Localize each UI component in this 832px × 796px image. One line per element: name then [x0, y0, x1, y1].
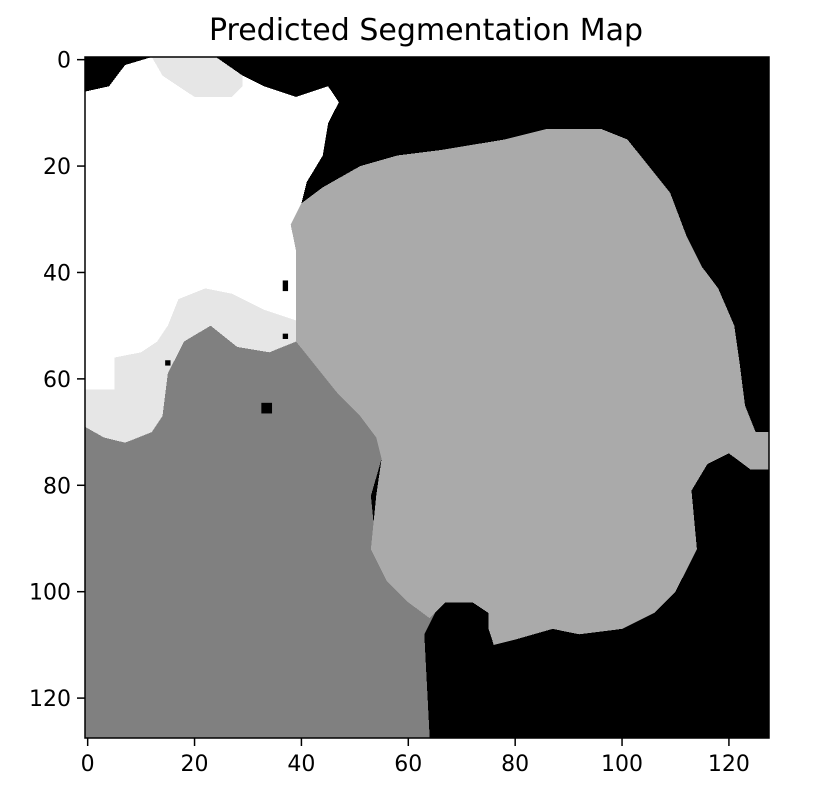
y-tick-label-60: 60 — [43, 368, 71, 393]
segmentation-image — [85, 57, 769, 738]
segment-speck-3 — [165, 360, 171, 366]
segment-region-class-3-0 — [85, 57, 297, 443]
x-tick-label-40: 40 — [287, 752, 315, 777]
x-tick-label-100: 100 — [601, 752, 643, 777]
y-tick-label-80: 80 — [43, 474, 71, 499]
segment-region-class-2-3 — [290, 128, 769, 645]
segment-speck-1 — [282, 280, 289, 292]
y-tick-label-40: 40 — [43, 261, 71, 286]
x-tick-label-0: 0 — [81, 752, 95, 777]
segment-region-class-1-2 — [85, 325, 435, 738]
chart-title: Predicted Segmentation Map — [209, 13, 643, 48]
x-tick-label-20: 20 — [181, 752, 209, 777]
segment-region-class-4-1 — [85, 57, 339, 390]
y-axis: 0 20 40 60 80 100 120 — [29, 49, 85, 712]
x-axis: 0 20 40 60 80 100 120 — [81, 738, 750, 777]
x-tick-label-60: 60 — [394, 752, 422, 777]
y-tick-label-120: 120 — [29, 687, 71, 712]
segment-speck-0 — [261, 402, 273, 414]
y-tick-label-20: 20 — [43, 155, 71, 180]
y-tick-label-100: 100 — [29, 581, 71, 606]
x-tick-label-120: 120 — [708, 752, 750, 777]
segment-speck-2 — [282, 333, 289, 339]
y-tick-label-0: 0 — [57, 49, 71, 74]
axes-frame — [84, 56, 770, 739]
x-tick-label-80: 80 — [501, 752, 529, 777]
